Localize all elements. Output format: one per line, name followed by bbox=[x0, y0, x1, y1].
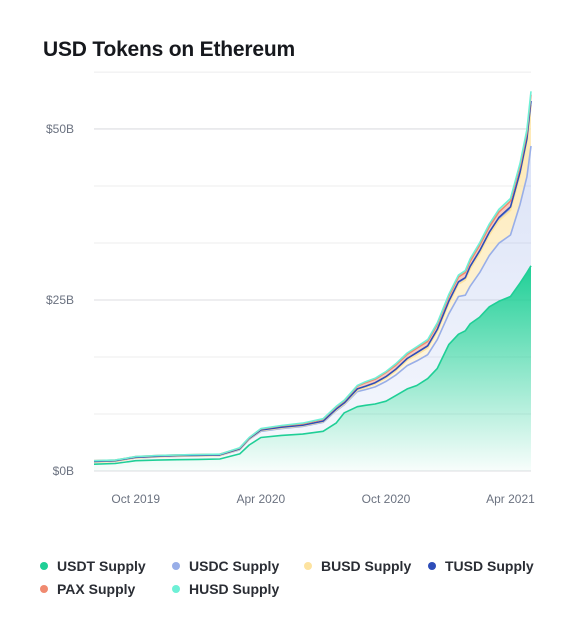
x-tick-label: Apr 2020 bbox=[237, 492, 286, 506]
legend-swatch bbox=[172, 585, 180, 593]
area-chart: $0B $25B $50B Oct 2019 Apr 2020 Oct 2020 Apr … bbox=[46, 71, 535, 506]
y-tick-label: $25B bbox=[46, 293, 74, 307]
legend-item-usdt-supply[interactable]: USDT Supply bbox=[40, 558, 146, 574]
husd-supply-line bbox=[93, 91, 532, 462]
usdt-supply-line bbox=[93, 265, 532, 465]
legend-item-husd-supply[interactable]: HUSD Supply bbox=[172, 581, 279, 597]
x-tick-label: Oct 2020 bbox=[362, 492, 411, 506]
legend-swatch bbox=[172, 562, 180, 570]
x-tick-label: Apr 2021 bbox=[486, 492, 535, 506]
legend-item-busd-supply[interactable]: BUSD Supply bbox=[304, 558, 411, 574]
legend-label: BUSD Supply bbox=[321, 558, 412, 574]
legend-swatch bbox=[40, 562, 48, 570]
legend-label: PAX Supply bbox=[57, 581, 136, 597]
legend-label: TUSD Supply bbox=[445, 558, 534, 574]
legend-label: USDT Supply bbox=[57, 558, 146, 574]
y-tick-label: $50B bbox=[46, 122, 74, 136]
legend-swatch bbox=[428, 562, 436, 570]
legend-swatch bbox=[40, 585, 48, 593]
legend-item-pax-supply[interactable]: PAX Supply bbox=[40, 581, 135, 597]
usdt-supply-area bbox=[94, 265, 531, 471]
chart-title: USD Tokens on Ethereum bbox=[43, 38, 295, 61]
legend-item-tusd-supply[interactable]: TUSD Supply bbox=[428, 558, 534, 574]
legend-swatch bbox=[304, 562, 312, 570]
legend-label: USDC Supply bbox=[189, 558, 280, 574]
legend-label: HUSD Supply bbox=[189, 581, 280, 597]
legend-item-usdc-supply[interactable]: USDC Supply bbox=[172, 558, 279, 574]
x-tick-label: Oct 2019 bbox=[111, 492, 160, 506]
y-tick-label: $0B bbox=[53, 464, 74, 478]
